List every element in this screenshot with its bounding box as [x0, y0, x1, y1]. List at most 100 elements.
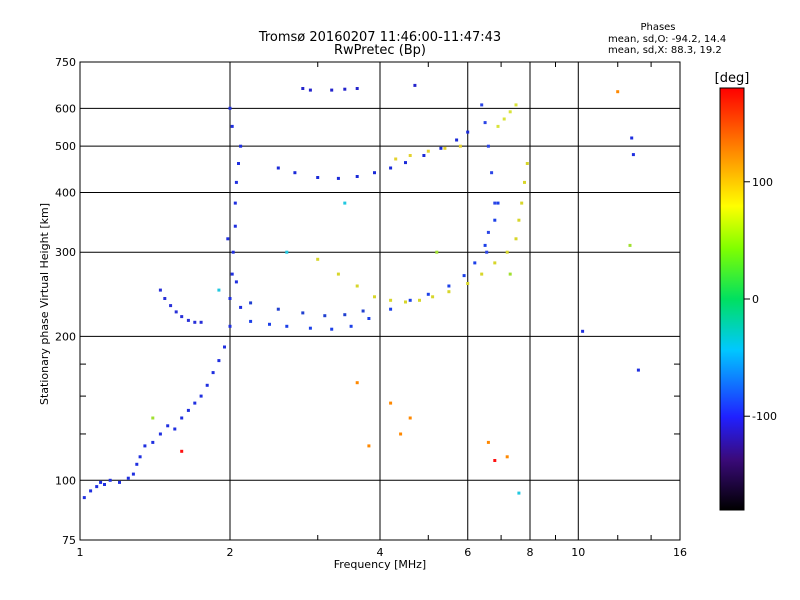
colorbar-tick-label: 0: [752, 293, 759, 306]
y-tick-label: 100: [55, 474, 76, 487]
data-point: [485, 250, 489, 254]
data-point: [426, 149, 430, 153]
data-point: [496, 124, 500, 128]
y-tick-label: 400: [55, 186, 76, 199]
data-point: [118, 480, 121, 484]
data-point: [234, 180, 238, 184]
data-point: [447, 284, 451, 288]
x-tick-label: 4: [377, 546, 384, 559]
data-point: [493, 459, 497, 462]
data-point: [308, 326, 312, 330]
data-point: [180, 449, 184, 453]
data-point: [466, 130, 470, 134]
data-point: [239, 305, 243, 309]
data-point: [174, 310, 178, 314]
data-point: [483, 121, 487, 125]
phases-o-stats: mean, sd,O: -94.2, 14.4: [608, 34, 726, 45]
chart-title: Tromsø 20160207 11:46:00-11:47:43: [258, 30, 501, 45]
data-point: [630, 136, 634, 140]
data-point: [285, 250, 289, 254]
data-point: [180, 416, 184, 420]
data-point: [355, 381, 359, 385]
data-point: [517, 218, 521, 222]
data-point: [408, 298, 412, 302]
data-point: [166, 424, 170, 428]
data-point: [230, 272, 234, 276]
data-point: [367, 444, 371, 448]
phases-x-stats: mean, sd,X: 88.3, 19.2: [608, 45, 722, 56]
data-point: [249, 301, 253, 305]
data-point: [447, 290, 451, 294]
data-point: [616, 90, 620, 94]
data-point: [211, 371, 215, 375]
data-point: [323, 314, 327, 318]
data-point: [268, 322, 271, 326]
data-point: [193, 320, 197, 324]
data-point: [173, 427, 177, 431]
data-point: [455, 138, 459, 142]
data-point: [355, 87, 359, 90]
data-point: [143, 444, 147, 448]
data-point: [418, 298, 421, 302]
data-point: [103, 483, 106, 486]
data-point: [293, 171, 297, 175]
data-point: [169, 304, 173, 308]
data-point: [233, 224, 237, 228]
x-tick-label: 2: [227, 546, 234, 559]
data-point: [228, 106, 232, 110]
data-point: [439, 146, 443, 150]
grid: [79, 61, 681, 541]
data-point: [523, 180, 526, 184]
data-point: [233, 201, 237, 205]
data-point: [443, 146, 447, 150]
data-point: [343, 313, 347, 317]
data-point: [361, 309, 365, 313]
data-point: [514, 103, 518, 107]
data-point: [217, 288, 221, 292]
data-point: [223, 345, 226, 349]
data-point: [336, 176, 340, 180]
data-point: [413, 83, 417, 87]
data-point: [217, 359, 221, 363]
data-point: [493, 218, 497, 222]
data-point: [163, 297, 167, 300]
data-point: [373, 171, 376, 175]
data-point: [237, 162, 240, 165]
data-point: [249, 319, 253, 323]
data-point: [373, 295, 376, 299]
data-point: [505, 250, 509, 254]
data-point: [367, 317, 371, 320]
data-point: [389, 307, 393, 311]
data-point: [490, 171, 494, 175]
data-point: [394, 157, 398, 161]
data-point: [131, 472, 135, 476]
data-point: [158, 432, 162, 436]
data-point: [138, 455, 142, 459]
x-tick-label: 10: [571, 546, 585, 559]
data-point: [330, 88, 334, 92]
data-point: [355, 175, 359, 178]
data-point: [205, 383, 209, 387]
data-point: [496, 201, 500, 205]
data-point: [426, 292, 430, 296]
data-point: [508, 272, 512, 276]
y-tick-label: 75: [62, 534, 76, 547]
data-point: [82, 496, 86, 500]
data-point: [514, 237, 518, 241]
data-point: [486, 440, 490, 444]
data-point: [226, 237, 230, 241]
y-tick-label: 300: [55, 246, 76, 259]
data-point: [404, 300, 407, 304]
data-point: [517, 491, 521, 495]
data-point: [316, 257, 320, 261]
data-point: [389, 166, 393, 170]
data-point: [193, 401, 197, 405]
x-tick-label: 16: [673, 546, 687, 559]
data-point: [473, 261, 477, 265]
y-tick-label: 600: [55, 102, 76, 115]
data-point: [508, 110, 512, 114]
data-point: [151, 440, 155, 444]
data-point: [525, 162, 529, 165]
data-point: [186, 408, 190, 412]
